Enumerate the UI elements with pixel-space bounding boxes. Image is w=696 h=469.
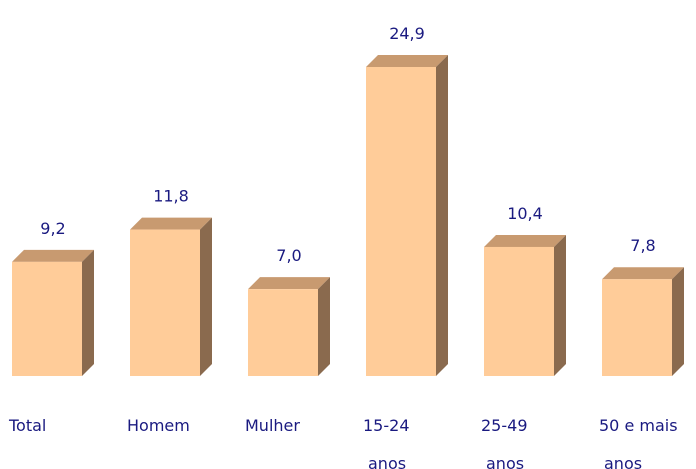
bar xyxy=(130,217,212,376)
bar-side xyxy=(318,277,330,376)
value-label: 10,4 xyxy=(507,204,543,223)
bar-side xyxy=(82,249,94,376)
bar-front xyxy=(130,229,200,376)
bar xyxy=(366,55,448,376)
value-label: 7,0 xyxy=(276,246,301,265)
bar xyxy=(248,277,330,376)
bar-top xyxy=(484,234,566,247)
bar-top xyxy=(12,249,94,262)
x-tick-label: 50 e mais anos xyxy=(599,416,683,469)
bar-side xyxy=(672,267,684,376)
value-label: 24,9 xyxy=(389,24,425,43)
bar-front xyxy=(366,67,436,376)
value-label: 9,2 xyxy=(40,219,65,238)
x-tick-label: 25-49 anos xyxy=(481,416,533,469)
bar-top xyxy=(602,267,684,280)
bar-front xyxy=(248,289,318,376)
bar xyxy=(484,234,566,376)
x-tick-label: 15-24 anos xyxy=(363,416,415,469)
value-label: 11,8 xyxy=(153,187,189,206)
bar-front xyxy=(12,261,82,376)
bar-top xyxy=(130,217,212,230)
bar xyxy=(602,267,684,376)
bar xyxy=(12,249,94,376)
bar-side xyxy=(200,217,212,376)
bar-side xyxy=(554,234,566,376)
bar-front xyxy=(602,279,672,376)
bar-top xyxy=(366,55,448,67)
value-label: 7,8 xyxy=(630,236,655,255)
bar-side xyxy=(436,55,448,376)
x-tick-label: Mulher xyxy=(245,416,300,435)
bar-front xyxy=(484,246,554,376)
bar-top xyxy=(248,277,330,290)
x-tick-label: Homem xyxy=(127,416,190,435)
x-tick-label: Total xyxy=(8,416,46,435)
